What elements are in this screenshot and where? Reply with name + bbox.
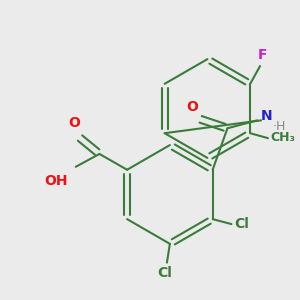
Text: Cl: Cl (234, 217, 249, 231)
Text: O: O (186, 100, 198, 114)
Text: F: F (257, 48, 267, 62)
Text: ·H: ·H (273, 120, 286, 133)
Text: CH₃: CH₃ (270, 131, 295, 144)
Text: OH: OH (44, 174, 68, 188)
Text: Cl: Cl (158, 266, 172, 280)
Text: N: N (261, 110, 273, 123)
Text: O: O (68, 116, 80, 130)
